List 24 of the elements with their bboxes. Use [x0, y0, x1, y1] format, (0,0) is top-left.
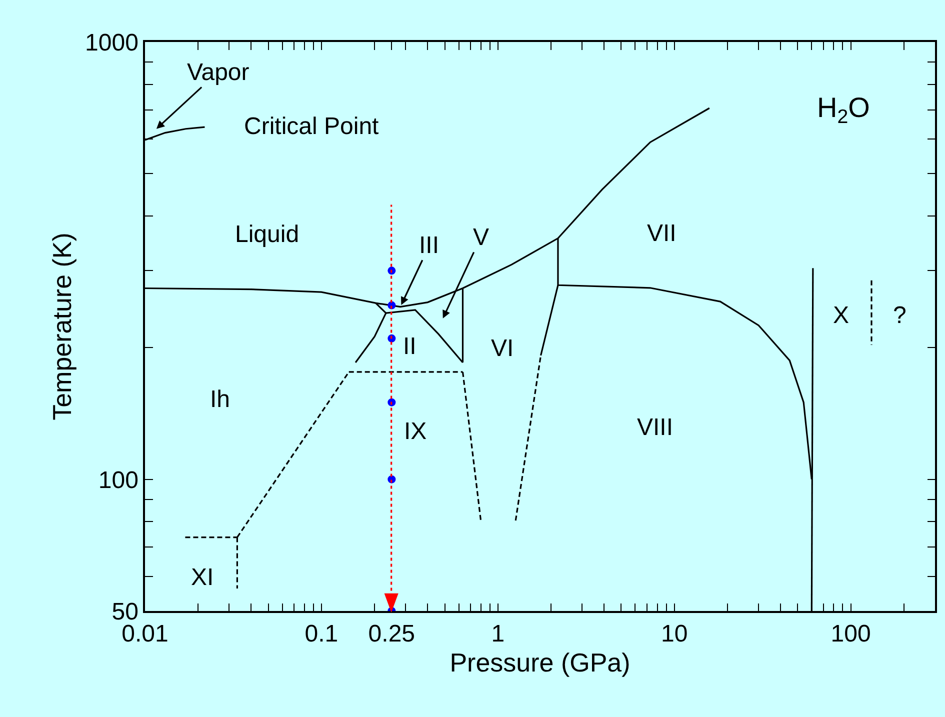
y-tick-label: 1000 — [85, 29, 138, 56]
x-tick-label: 100 — [830, 620, 871, 648]
x-axis-title: Pressure (GPa) — [450, 648, 630, 678]
annotation: Liquid — [235, 221, 300, 248]
x-tick-label: 0.1 — [304, 620, 338, 648]
annotation: IX — [404, 418, 427, 445]
annotation: VII — [647, 220, 676, 247]
y-axis-title: Temperature (K) — [46, 232, 77, 420]
annotation: ? — [893, 302, 906, 329]
x-tick-label: 1 — [491, 620, 505, 648]
annotation: V — [473, 224, 490, 251]
y-tick-label: 100 — [98, 466, 138, 494]
annotation: III — [419, 232, 440, 259]
annotation: Critical Point — [244, 113, 380, 140]
annotation: XI — [191, 564, 214, 591]
annotation: Vapor — [187, 59, 250, 86]
x-tick-label: 10 — [661, 620, 688, 648]
annotation: VI — [491, 335, 514, 362]
annotation: X — [833, 302, 850, 329]
annotation: H$_{2}$O — [817, 92, 870, 128]
annotation: Ih — [210, 386, 230, 413]
annotation: II — [403, 333, 416, 360]
x-tick-label: 0.25 — [368, 620, 416, 648]
annotation: VIII — [637, 414, 674, 441]
